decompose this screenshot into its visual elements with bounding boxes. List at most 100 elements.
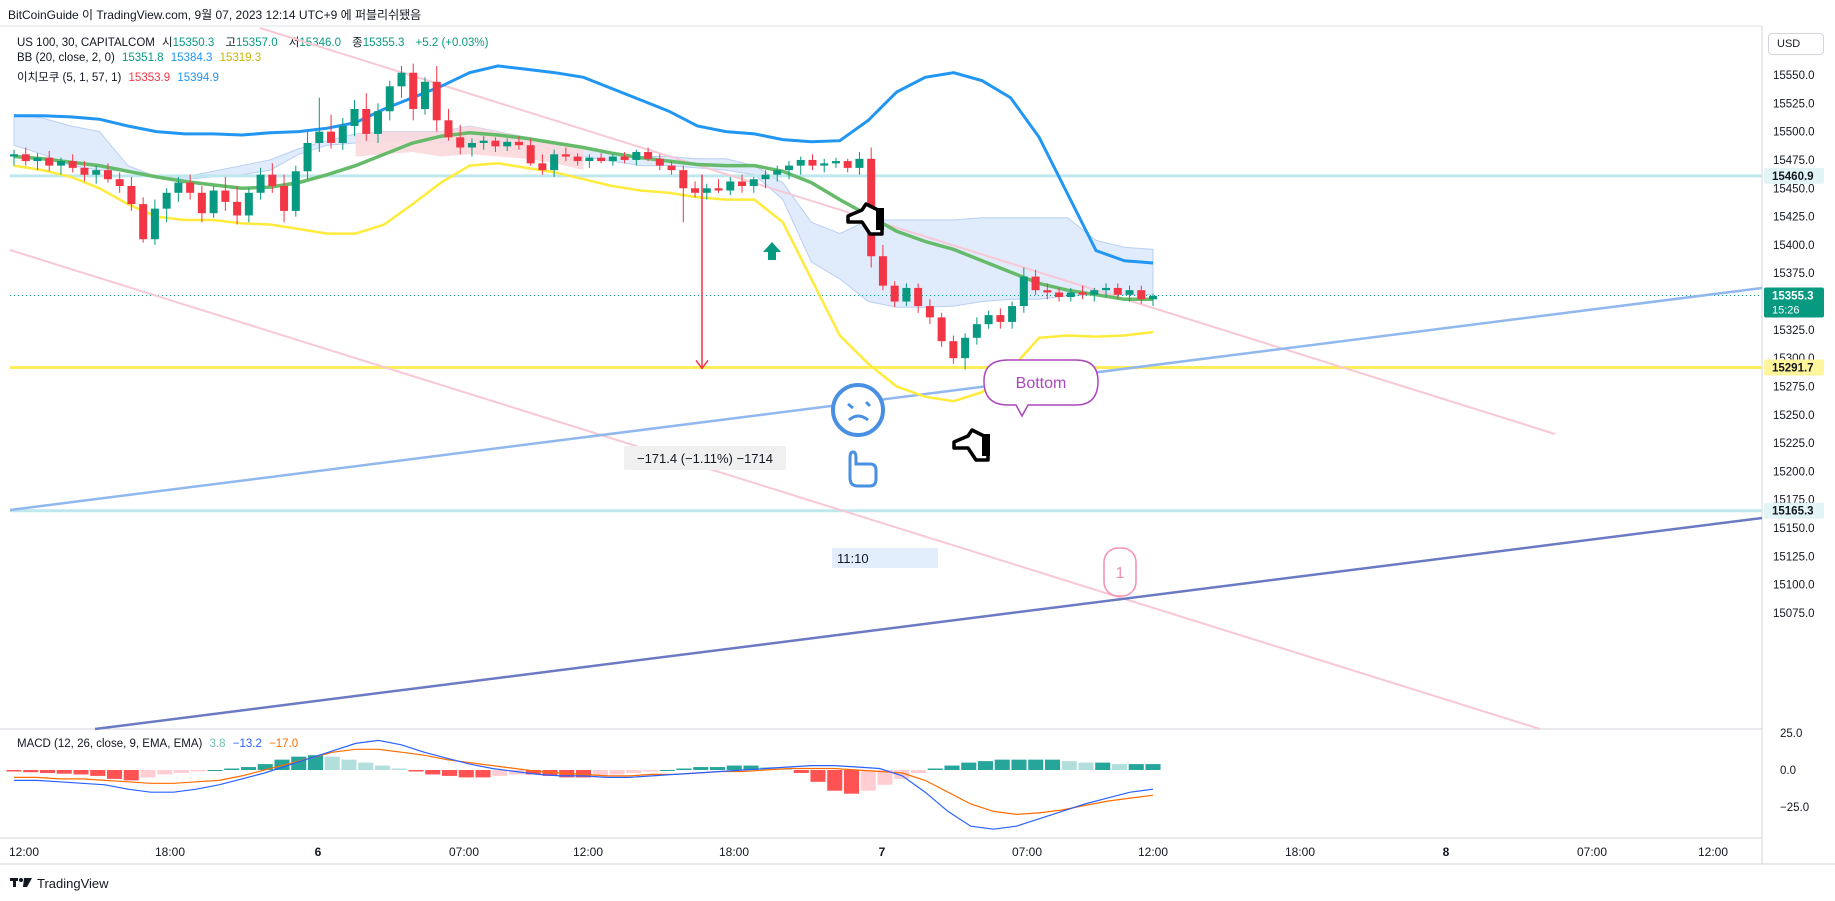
- macd-hist-bar: [123, 770, 139, 781]
- macd-hist-bar: [642, 770, 659, 772]
- macd-hist-bar: [894, 770, 910, 779]
- candle-body: [561, 154, 570, 157]
- candle-body: [890, 285, 899, 302]
- cloud-bear-area: [355, 126, 584, 171]
- macd-hist-bar: [1011, 759, 1027, 770]
- macd-hist-bar: [609, 770, 625, 775]
- pointing-hand-icon: [848, 450, 878, 488]
- candle-body: [374, 111, 383, 134]
- candle-body: [632, 152, 641, 160]
- macd-hist-bar: [458, 770, 474, 778]
- price-tag-value: 15291.7: [1772, 363, 1814, 375]
- candle-body: [1078, 292, 1087, 295]
- candle-body: [784, 165, 793, 171]
- macd-legend: MACD (12, 26, close, 9, EMA, EMA) 3.8 −1…: [17, 738, 302, 750]
- pink-channel-upper: [259, 27, 1556, 435]
- candle-body: [855, 158, 864, 168]
- candle-body: [714, 188, 723, 191]
- macd-hist-bar: [475, 770, 491, 778]
- candle-body: [597, 157, 606, 162]
- candle-body: [256, 174, 265, 193]
- candle-body: [385, 86, 394, 112]
- candle-body: [327, 131, 336, 143]
- symbol-name[interactable]: US 100, 30, CAPITALCOM: [17, 37, 155, 49]
- candle-body: [702, 188, 711, 193]
- price-tick-label: 15550.0: [1773, 70, 1815, 82]
- candle-body: [10, 154, 18, 157]
- time-label: 11:10: [837, 551, 869, 566]
- pink-channel-lower: [9, 249, 1541, 730]
- bb-basis-line: [13, 131, 1153, 302]
- price-tick-label: 15275.0: [1773, 381, 1815, 393]
- macd-hist-bar: [843, 770, 860, 794]
- time-tick-label: 07:00: [1012, 845, 1042, 859]
- candle-body: [679, 170, 688, 189]
- macd-hist-bar: [693, 767, 709, 770]
- hand-icon-bottom-cuff: [982, 434, 990, 456]
- low-value: 15346.0: [299, 37, 341, 49]
- candle-body: [80, 167, 89, 175]
- candle-body: [914, 287, 923, 307]
- bb-name[interactable]: BB (20, close, 2, 0): [17, 52, 115, 64]
- macd-line: [14, 739, 1154, 830]
- macd-hist-bar: [659, 770, 675, 771]
- macd-hist-bar: [106, 770, 123, 779]
- price-tick-label: 15325.0: [1773, 325, 1815, 337]
- candle-body: [996, 315, 1005, 322]
- candle-body: [608, 156, 617, 162]
- macd-hist-bar: [1111, 764, 1128, 770]
- candle-body: [949, 341, 958, 359]
- time-tick-label: 12:00: [1138, 845, 1168, 859]
- macd-hist-bar: [140, 770, 156, 778]
- candle-body: [655, 158, 664, 166]
- candle-body: [432, 81, 441, 121]
- candle-body: [467, 142, 476, 148]
- macd-hist-bar: [157, 770, 173, 775]
- time-tick-label: 18:00: [719, 845, 749, 859]
- macd-signal-value: −17.0: [269, 738, 299, 750]
- ichimoku-name[interactable]: 이치모쿠 (5, 1, 57, 1): [17, 72, 122, 84]
- price-tag-value: 15355.3: [1772, 291, 1814, 303]
- candle-body: [56, 161, 65, 166]
- tradingview-wordmark: TradingView: [37, 876, 109, 891]
- candle-body: [1019, 276, 1028, 307]
- tradingview-logo-icon: [10, 876, 32, 891]
- time-tick-label: 7: [879, 845, 886, 859]
- candle-body: [1090, 290, 1099, 295]
- macd-hist-bar: [927, 768, 943, 770]
- price-tick-label: 15375.0: [1773, 268, 1815, 280]
- candle-body: [127, 185, 136, 205]
- candle-body: [491, 140, 500, 147]
- bb-upper-value: 15384.3: [170, 52, 213, 64]
- bb-lower-value: 15319.3: [219, 52, 262, 64]
- bollinger-bands: [13, 64, 1154, 403]
- macd-hist-bar: [224, 768, 240, 770]
- candle-body: [573, 156, 582, 162]
- candle-body: [33, 157, 42, 162]
- candle-body: [925, 306, 934, 318]
- candle-body: [820, 163, 829, 166]
- candle-body: [538, 163, 547, 171]
- macd-hist-bar: [810, 770, 826, 782]
- candle-body: [937, 317, 946, 342]
- time-tick-label: 07:00: [449, 845, 479, 859]
- candle-body: [843, 161, 852, 168]
- macd-hist-bar: [726, 765, 742, 770]
- macd-name[interactable]: MACD (12, 26, close, 9, EMA, EMA): [17, 738, 203, 750]
- macd-hist-bar: [944, 765, 960, 770]
- candle-body: [420, 81, 429, 109]
- symbol-legend: US 100, 30, CAPITALCOM 시15350.3 고15357.0…: [17, 34, 492, 50]
- tradingview-brand: TradingView: [10, 876, 109, 891]
- candle-body: [303, 142, 312, 172]
- price-tick-label: 15200.0: [1773, 466, 1815, 478]
- candle-body: [291, 171, 300, 211]
- candle-body: [444, 120, 453, 138]
- candle-body: [1102, 287, 1111, 291]
- price-tag-bg: [1764, 287, 1824, 318]
- time-label-bg: [832, 548, 938, 568]
- currency-button[interactable]: USD: [1768, 33, 1824, 55]
- confused-face-icon: [831, 383, 885, 437]
- macd-hist-bar: [274, 759, 290, 770]
- trend-lines: [9, 27, 1763, 731]
